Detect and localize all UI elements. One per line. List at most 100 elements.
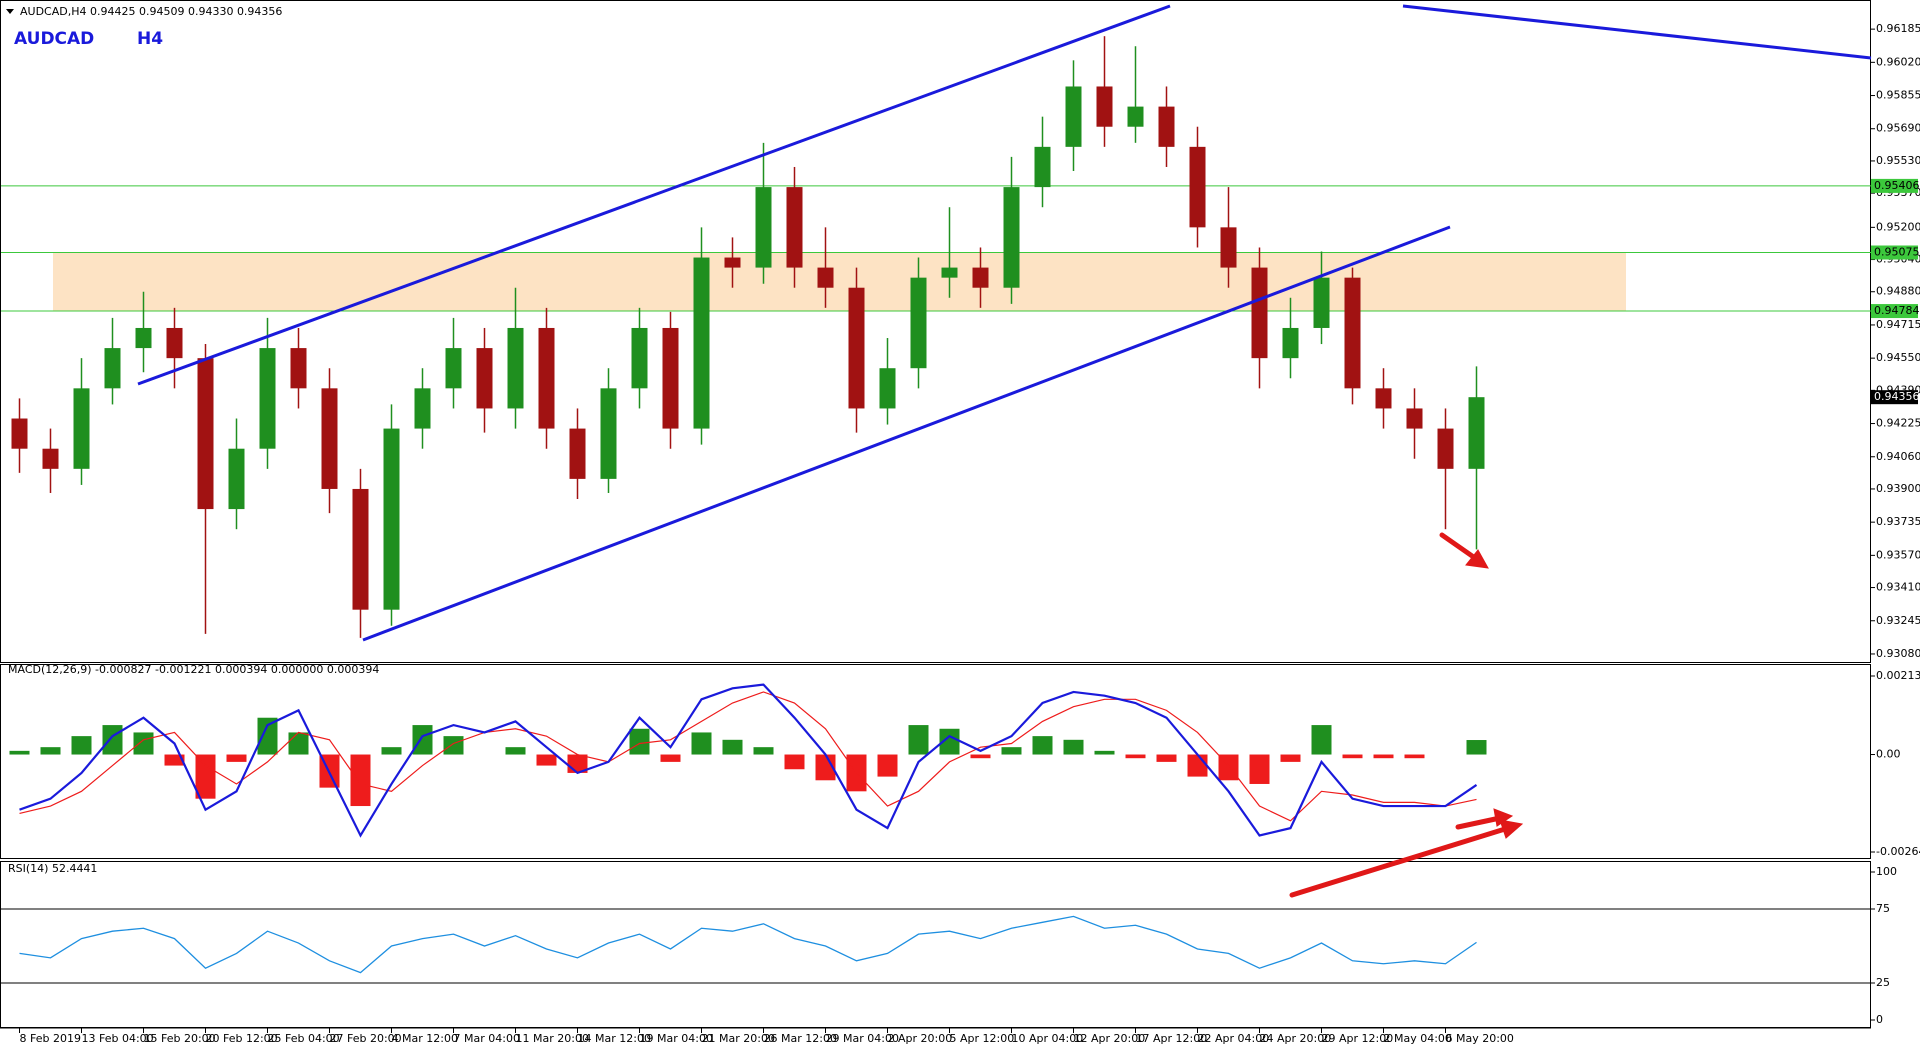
menu-arrow	[6, 9, 14, 14]
candle-body	[228, 448, 245, 510]
candle-body	[755, 187, 772, 268]
y-tick-label: 0.93900	[1876, 482, 1920, 495]
y-tick-label: 0.95200	[1876, 220, 1920, 233]
x-tick-label: 10 Apr 04:00	[1012, 1032, 1084, 1045]
histogram-bar	[195, 754, 216, 799]
candle-body	[786, 187, 803, 268]
y-tick-label: 0.93410	[1876, 581, 1920, 594]
candle-body	[1096, 86, 1113, 127]
y-tick-label: 0.93570	[1876, 548, 1920, 561]
x-tick-label: 25 Feb 04:00	[268, 1032, 340, 1045]
x-tick-label: 24 Apr 20:00	[1260, 1032, 1332, 1045]
x-tick-label: 2 Apr 20:00	[888, 1032, 953, 1045]
candle-body	[259, 348, 276, 449]
y-tick-label: 0.94550	[1876, 351, 1920, 364]
rsi-line	[19, 915, 1477, 974]
histogram-bar	[908, 725, 929, 755]
histogram-bar	[257, 717, 278, 755]
candle-body	[1034, 146, 1051, 188]
histogram-bar	[412, 725, 433, 755]
x-tick-label: 26 Mar 12:00	[764, 1032, 837, 1045]
histogram-bar	[381, 747, 402, 755]
price-pane	[0, 0, 1871, 663]
candle-body	[445, 348, 462, 389]
candle-body	[1220, 227, 1237, 268]
x-tick-label: 14 Mar 12:00	[578, 1032, 651, 1045]
arrow	[1439, 532, 1478, 561]
level-label: 0.94784	[1874, 304, 1920, 317]
y-tick-label: 0.94715	[1876, 318, 1920, 331]
candle-body	[972, 267, 989, 288]
candle-body	[1251, 267, 1268, 359]
candle-body	[848, 287, 865, 409]
candle-body	[1189, 146, 1206, 228]
histogram-bar	[1249, 754, 1270, 784]
y-tick-label: 0.96185	[1876, 22, 1920, 35]
trend-line	[362, 225, 1451, 642]
arrow	[1289, 826, 1508, 898]
x-tick-label: 27 Feb 20:00	[330, 1032, 402, 1045]
level-label: 0.95075	[1874, 246, 1920, 259]
header: AUDCAD,H4 0.94425 0.94509 0.94330 0.9435…	[20, 5, 282, 18]
y-tick-label: 0.93080	[1876, 647, 1920, 660]
x-tick-label: 7 Mar 04:00	[454, 1032, 520, 1045]
candle-body	[1437, 428, 1454, 469]
histogram-bar	[1404, 754, 1425, 759]
histogram-bar	[629, 728, 650, 755]
y-tick-label: 0.95855	[1876, 89, 1920, 102]
y-tick-label: 0.94225	[1876, 417, 1920, 430]
y-tick-label: -0.002649	[1876, 845, 1920, 858]
y-tick-label: 0.93735	[1876, 515, 1920, 528]
x-tick-label: 29 Mar 04:00	[826, 1032, 899, 1045]
arrow-head	[1499, 819, 1524, 839]
candle-body	[197, 358, 214, 510]
y-tick-label: 0.96020	[1876, 55, 1920, 68]
candle-body	[1003, 187, 1020, 288]
candle-body	[724, 257, 741, 268]
histogram-bar	[102, 725, 123, 755]
candle-body	[290, 348, 307, 389]
arrows	[1289, 532, 1524, 898]
x-tick-label: 11 Mar 20:00	[516, 1032, 589, 1045]
x-tick-label: 19 Mar 04:00	[640, 1032, 713, 1045]
candle-body	[352, 488, 369, 610]
candle-body	[879, 368, 896, 409]
x-tick-label: 15 Feb 20:00	[144, 1032, 216, 1045]
histogram-bar	[784, 754, 805, 770]
y-tick-label: 0.94880	[1876, 285, 1920, 298]
candle-body	[1158, 106, 1175, 147]
x-tick-label: 22 Apr 04:00	[1198, 1032, 1270, 1045]
x-tick-label: 12 Apr 20:00	[1074, 1032, 1146, 1045]
histogram-bar	[691, 732, 712, 755]
x-tick-label: 29 Apr 12:00	[1322, 1032, 1394, 1045]
histogram-bar	[1125, 754, 1146, 759]
histogram-bar	[877, 754, 898, 777]
histogram-bar	[133, 732, 154, 755]
x-tick-label: 8 Feb 2019	[20, 1032, 81, 1045]
rsi-pane	[0, 861, 1871, 1028]
candle-body	[73, 388, 90, 469]
histogram-bar	[164, 754, 185, 766]
candle-body	[166, 327, 183, 359]
level-box	[1871, 245, 1918, 260]
histogram-bar	[226, 754, 247, 762]
candle-body	[569, 428, 586, 479]
histogram-bar	[722, 739, 743, 755]
candle-body	[538, 327, 555, 429]
histogram-bar	[505, 747, 526, 755]
timeframe: H4	[137, 29, 163, 49]
histogram-bar	[1094, 750, 1115, 755]
candle-body	[383, 428, 400, 610]
level-box	[1871, 304, 1918, 319]
x-tick-label: 4 Mar 12:00	[392, 1032, 458, 1045]
arrow-head	[1465, 549, 1489, 569]
main-line	[19, 683, 1478, 838]
price-label: 0.94356	[1874, 390, 1920, 403]
histogram-bar	[1187, 754, 1208, 777]
candle-body	[476, 348, 493, 409]
candle-body	[507, 327, 524, 409]
trend-line	[1402, 4, 1872, 60]
x-tick-label: 13 Feb 04:00	[82, 1032, 154, 1045]
histogram-bar	[1466, 740, 1487, 755]
